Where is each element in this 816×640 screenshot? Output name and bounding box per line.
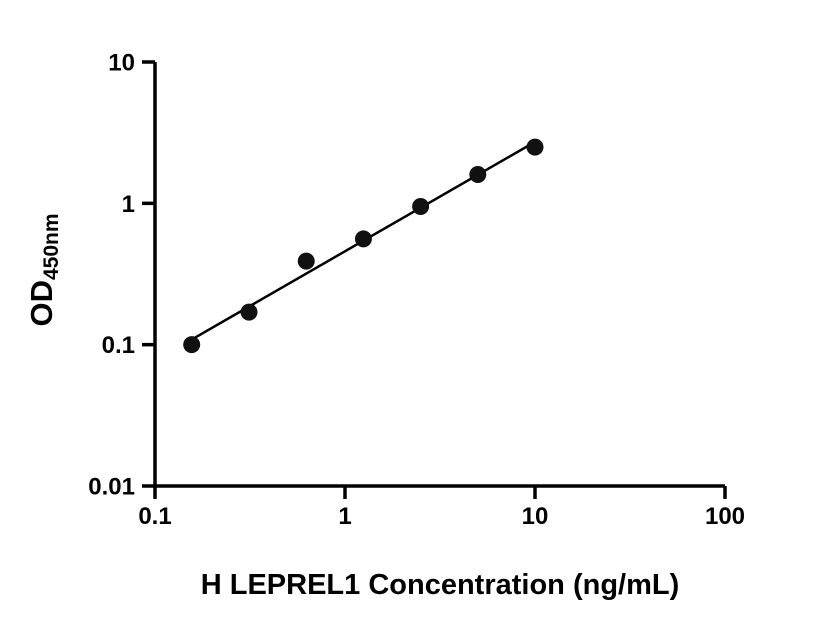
data-point (297, 252, 315, 270)
y-tick-label: 0.01 (88, 474, 135, 501)
y-axis-title-main: OD (24, 280, 59, 327)
data-point (240, 303, 258, 321)
data-point (354, 230, 372, 248)
axis-lines (153, 62, 725, 488)
y-axis-title: OD450nm (24, 213, 63, 326)
data-point (526, 138, 544, 156)
x-tick-label: 1 (338, 503, 351, 530)
y-axis-title-subscript: 450nm (40, 213, 63, 280)
y-tick-label: 10 (108, 50, 135, 77)
data-point (183, 336, 201, 354)
data-points (183, 138, 544, 354)
data-point (412, 197, 430, 215)
y-axis-tick-labels: 0.01 0.1 1 10 (88, 50, 135, 501)
x-tick-label: 10 (522, 503, 549, 530)
x-tick-label: 0.1 (138, 503, 171, 530)
y-tick-label: 1 (122, 191, 135, 218)
x-axis-ticks (153, 486, 727, 499)
axes (153, 62, 725, 488)
x-axis-title: H LEPREL1 Concentration (ng/mL) (201, 569, 680, 601)
data-point (469, 165, 487, 183)
y-tick-label: 0.1 (102, 332, 135, 359)
x-axis-tick-labels: 0.1 1 10 100 (138, 503, 745, 530)
y-axis-ticks (142, 60, 155, 488)
x-tick-label: 100 (705, 503, 745, 530)
